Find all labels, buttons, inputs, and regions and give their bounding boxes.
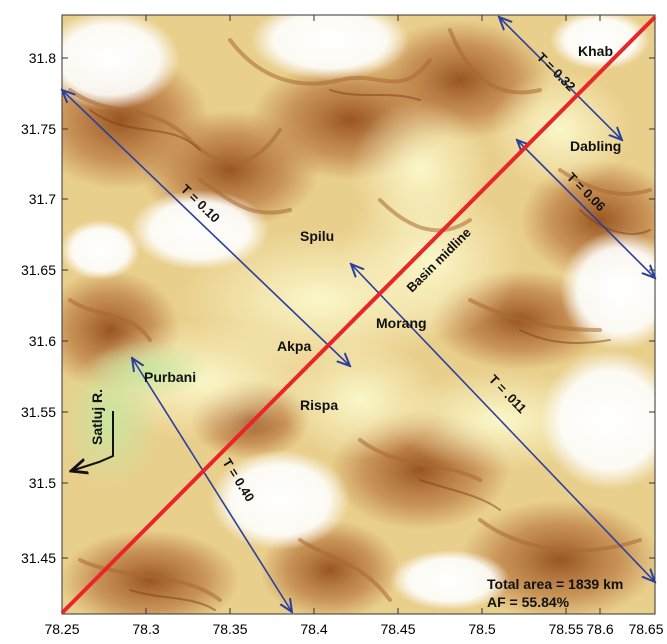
river-label-satluj: Satluj R. (89, 389, 105, 445)
y-tick-label: 31.7 (29, 191, 56, 207)
x-axis-labels: 78.25 78.3 78.35 78.4 78.45 78.5 78.55 7… (44, 621, 663, 637)
transect-arrow-t4 (351, 264, 655, 582)
place-label-morang: Morang (376, 315, 427, 331)
y-tick-label: 31.6 (29, 333, 56, 349)
transect-arrow-t2 (517, 140, 655, 278)
x-tick-label: 78.4 (300, 621, 327, 637)
y-tick-label: 31.45 (21, 550, 56, 566)
y-tick-label: 31.8 (29, 50, 56, 66)
basin-midline (60, 15, 657, 615)
x-tick-label: 78.5 (468, 621, 495, 637)
transects (62, 17, 655, 612)
place-label-khab: Khab (578, 43, 613, 59)
place-label-akpa: Akpa (277, 338, 311, 354)
x-tick-label: 78.6 (586, 621, 613, 637)
terrain-raster (62, 15, 655, 614)
satluj-river-arrow (71, 411, 114, 471)
y-tick-label: 31.5 (29, 475, 56, 491)
transect-arrow-t5 (132, 358, 292, 612)
place-label-rispa: Rispa (300, 397, 338, 413)
y-tick-label: 31.75 (21, 121, 56, 137)
y-tick-label: 31.55 (21, 404, 56, 420)
af-text: AF = 55.84% (487, 594, 570, 610)
x-tick-label: 78.45 (380, 621, 415, 637)
x-tick-label: 78.65 (628, 621, 663, 637)
place-label-spilu: Spilu (300, 228, 334, 244)
y-axis-labels: 31.8 31.75 31.7 31.65 31.6 31.55 31.5 31… (21, 50, 56, 566)
place-label-purbani: Purbani (144, 369, 196, 385)
place-label-dabling: Dabling (570, 138, 621, 154)
transect-arrow-t3 (62, 90, 350, 366)
total-area-text: Total area = 1839 km (487, 576, 623, 592)
x-tick-label: 78.35 (212, 621, 247, 637)
x-tick-label: 78.55 (548, 621, 583, 637)
x-tick-label: 78.3 (132, 621, 159, 637)
y-tick-label: 31.65 (21, 262, 56, 278)
x-tick-label: 78.25 (44, 621, 79, 637)
transect-arrow-t1 (499, 17, 622, 140)
